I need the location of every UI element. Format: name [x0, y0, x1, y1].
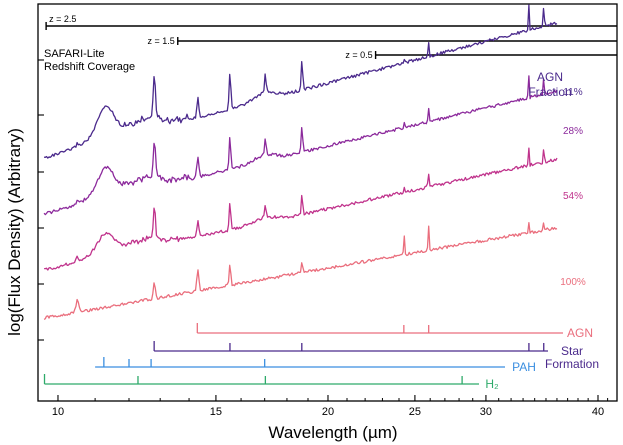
x-tick-label-15: 15	[210, 406, 222, 418]
feature-label-pah-1: PAH	[512, 360, 536, 374]
spectrum-label-28pct: 28%	[563, 126, 583, 137]
x-axis-title: Wavelength (µm)	[268, 423, 397, 442]
feature-label-star-formation-1: Star	[561, 344, 583, 358]
x-tick-label-25: 25	[409, 406, 421, 418]
spectrum-line-28pct	[43, 75, 558, 216]
x-tick-label-10: 10	[52, 406, 64, 418]
coverage-label-3: z = 0.5	[345, 50, 372, 60]
x-tick-label-20: 20	[322, 406, 334, 418]
spectra-series: 11% 28% 54% 100%	[43, 4, 586, 320]
y-axis-title: log(Flux Density) (Arbitrary)	[5, 128, 24, 336]
x-tick-label-30: 30	[480, 406, 492, 418]
redshift-note-line-1: SAFARI-Lite	[44, 48, 105, 60]
feature-label-agn-1: AGN	[567, 326, 593, 340]
feature-label-h2-1: H₂	[485, 377, 499, 391]
spectrum-line-100pct	[43, 222, 558, 320]
spectrum-label-54pct: 54%	[563, 191, 583, 202]
legend-title-line-2: Fraction	[528, 85, 571, 99]
spectrum-line-54pct	[44, 147, 558, 271]
redshift-note-line-2: Redshift Coverage	[44, 61, 135, 73]
spectrum-label-11pct: 11%	[563, 87, 582, 98]
feature-label-star-formation-2: Formation	[545, 357, 599, 371]
legend-title-line-1: AGN	[537, 70, 563, 84]
spectrum-label-100pct: 100%	[560, 277, 586, 288]
redshift-coverage: z = 2.5 z = 1.5 z = 0.5	[45, 14, 617, 60]
coverage-label-2: z = 1.5	[147, 36, 174, 46]
coverage-label-1: z = 2.5	[49, 14, 76, 24]
x-tick-label-40: 40	[592, 406, 604, 418]
spectrum-line-11pct	[44, 4, 558, 159]
axes: 10 15 20 25 30 40	[37, 3, 618, 418]
